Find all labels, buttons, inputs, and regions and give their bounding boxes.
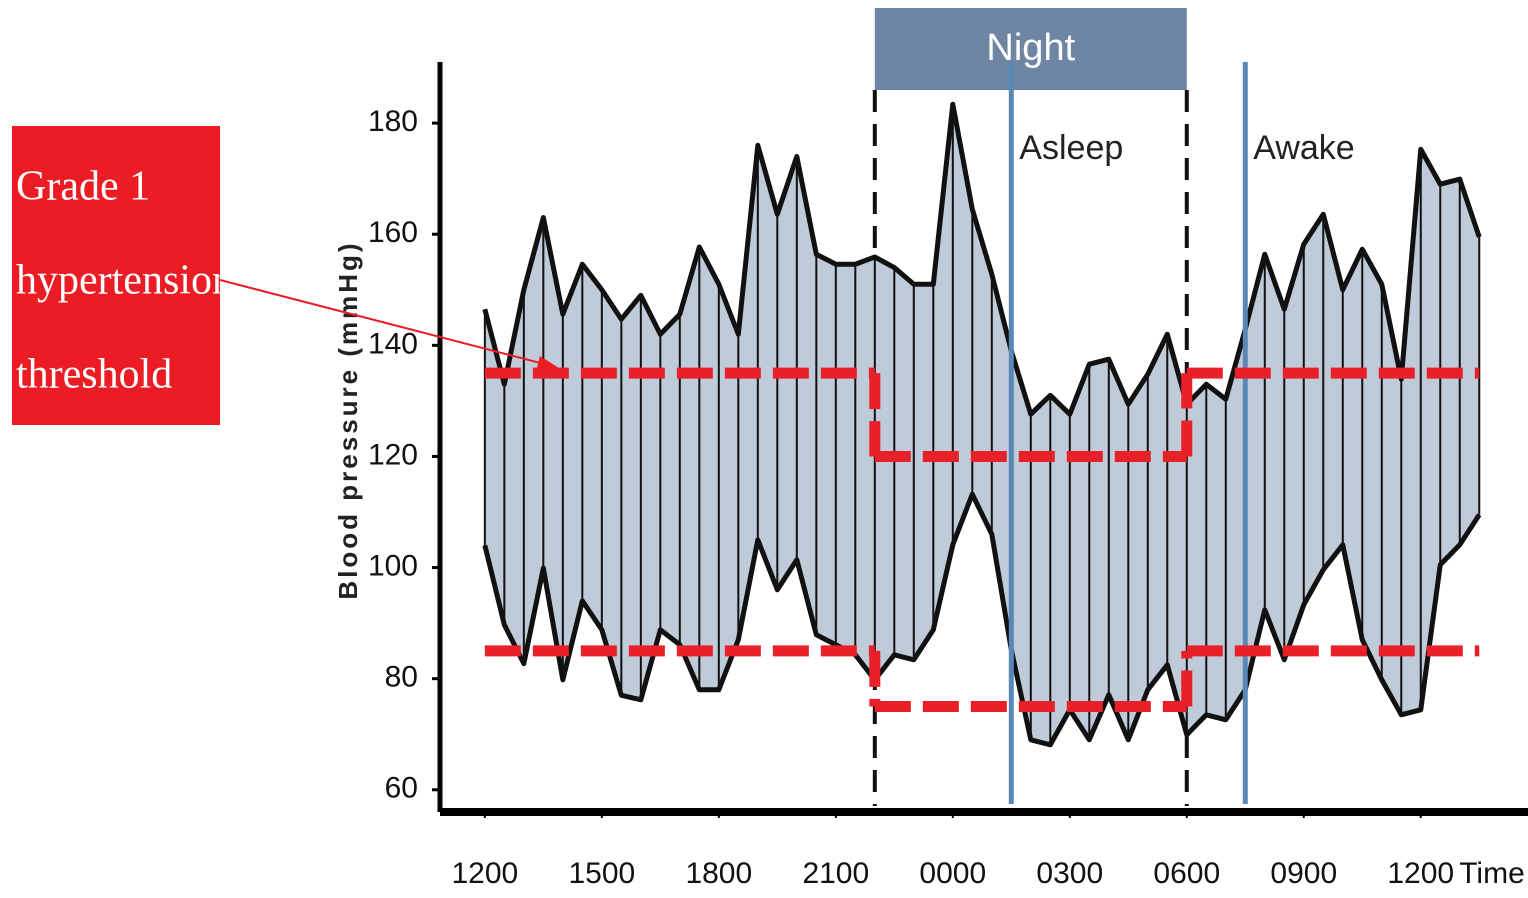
x-tick-label: 1500 bbox=[568, 857, 635, 890]
x-tick-label: 0900 bbox=[1270, 857, 1337, 890]
high-line bbox=[482, 101, 1482, 417]
x-tick-label: 0300 bbox=[1036, 857, 1103, 890]
region-label: Night bbox=[986, 27, 1075, 69]
x-tick-label: 1800 bbox=[685, 857, 752, 890]
marker-label: Asleep bbox=[1019, 129, 1123, 167]
x-axis-label: Time bbox=[1459, 857, 1525, 890]
annotation-text: hypertension bbox=[16, 258, 233, 304]
x-tick-label: 1200 bbox=[451, 857, 518, 890]
annotation-arrow bbox=[219, 279, 553, 367]
y-tick-label: 80 bbox=[385, 661, 418, 694]
y-tick-label: 120 bbox=[368, 438, 418, 471]
x-tick-label: 2100 bbox=[802, 857, 869, 890]
y-tick-label: 100 bbox=[368, 549, 418, 582]
range-band bbox=[484, 104, 1480, 745]
y-tick-label: 140 bbox=[368, 327, 418, 360]
x-tick-label: 0000 bbox=[919, 857, 986, 890]
annotation-box bbox=[12, 126, 220, 425]
annotation-text: Grade 1 bbox=[16, 164, 150, 210]
y-axis-label: Blood pressure (mmHg) bbox=[333, 240, 363, 599]
region-header bbox=[874, 8, 1187, 90]
y-tick-label: 180 bbox=[368, 105, 418, 138]
marker-label: Awake bbox=[1253, 129, 1354, 167]
annotation-arrowhead bbox=[536, 356, 562, 372]
low-line bbox=[482, 491, 1482, 748]
y-tick-label: 160 bbox=[368, 216, 418, 249]
annotation-text: threshold bbox=[16, 352, 172, 398]
x-tick-label: 0600 bbox=[1153, 857, 1220, 890]
y-tick-label: 60 bbox=[385, 772, 418, 805]
x-tick-label: 1200 bbox=[1387, 857, 1454, 890]
